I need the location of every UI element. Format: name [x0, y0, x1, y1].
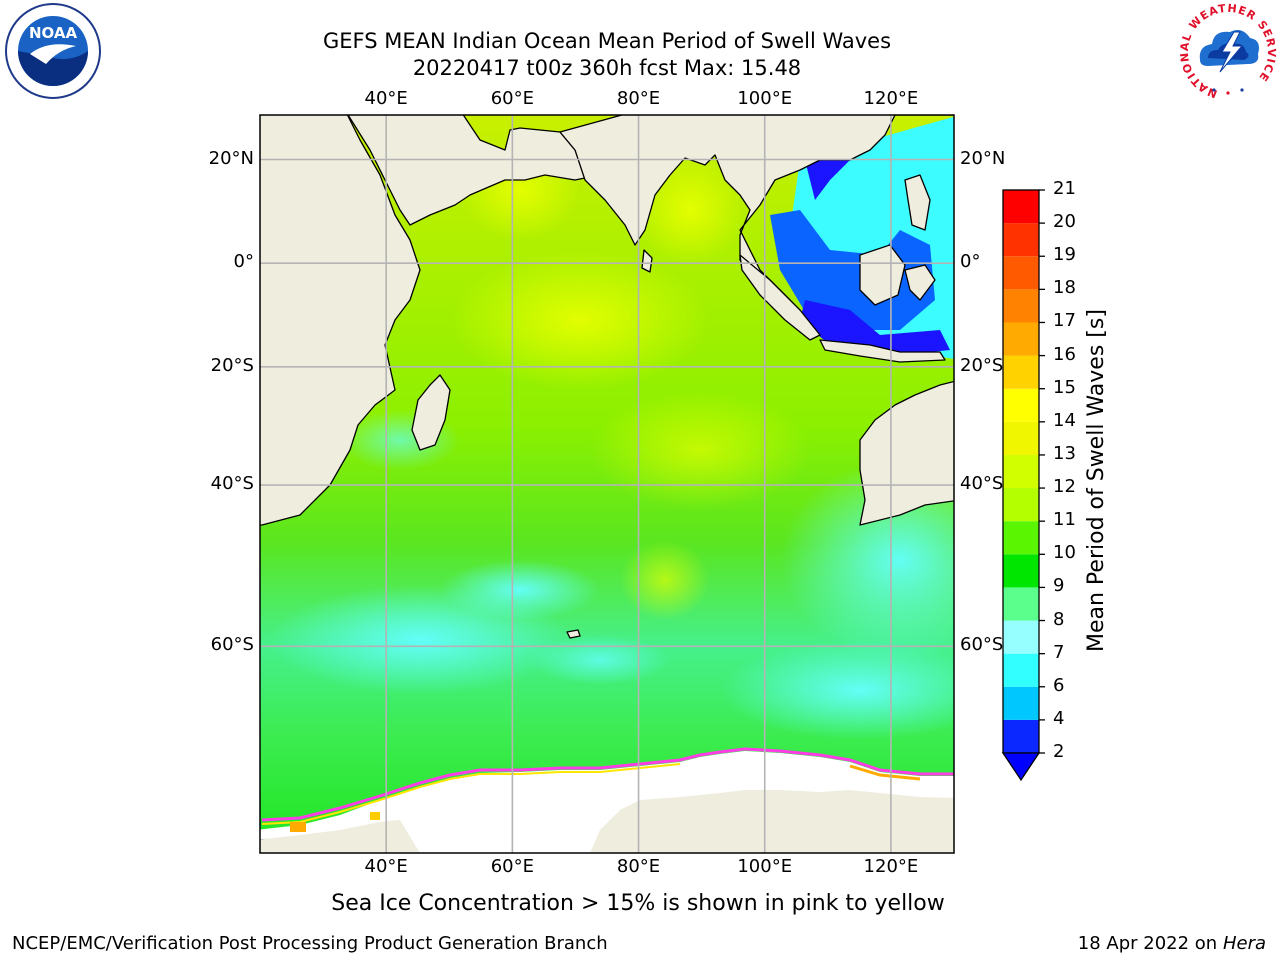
footer-date-text: 18 Apr 2022 on	[1077, 933, 1223, 954]
colorbar-tick-label: 2	[1053, 741, 1065, 762]
lat-tick-right: 60°S	[960, 634, 1004, 656]
colorbar-swatch	[1003, 587, 1039, 621]
map-frame	[259, 114, 955, 854]
colorbar-swatch	[1003, 355, 1039, 389]
lat-tick-left: 20°S	[210, 354, 254, 376]
footer-date: 18 Apr 2022 on Hera	[1078, 933, 1266, 954]
colorbar-tick-label: 14	[1053, 409, 1076, 431]
lon-tick-top: 60°E	[490, 88, 534, 109]
colorbar-tick-label: 19	[1053, 244, 1076, 266]
colorbar-swatch	[1003, 322, 1039, 356]
colorbar-swatch	[1003, 256, 1039, 290]
noaa-logo-text: NOAA	[29, 24, 78, 42]
lon-tick-bottom: 80°E	[616, 856, 661, 877]
sea-ice-band	[260, 751, 954, 853]
colorbar-tick-label: 16	[1053, 343, 1076, 365]
colorbar-swatch	[1003, 719, 1039, 753]
lat-tick-right: 0°	[960, 251, 981, 273]
sea-ice-caption: Sea Ice Concentration > 15% is shown in …	[331, 891, 945, 916]
lon-tick-bottom: 120°E	[863, 856, 919, 877]
colorbar-swatch	[1003, 289, 1039, 323]
nws-logo: NATIONAL WEATHER SERVICE	[1178, 2, 1277, 100]
lat-tick-right: 20°S	[960, 354, 1004, 376]
lon-tick-bottom: 100°E	[737, 856, 793, 877]
colorbar-tick-label: 10	[1053, 542, 1076, 564]
lon-tick-bottom: 60°E	[490, 856, 534, 877]
colorbar-swatch	[1003, 554, 1039, 588]
colorbar-tick-label: 12	[1053, 476, 1076, 498]
lat-tick-right: 20°N	[960, 147, 1006, 169]
footer-credit: NCEP/EMC/Verification Post Processing Pr…	[12, 933, 608, 954]
colorbar-swatch	[1003, 686, 1039, 720]
colorbar-swatch	[1003, 223, 1039, 257]
colorbar-extend-low	[1001, 752, 1041, 782]
lat-tick-left: 0°	[233, 251, 254, 273]
colorbar-tick-label: 6	[1053, 674, 1065, 696]
footer-host: Hera	[1222, 933, 1266, 954]
noaa-logo: NOAA	[5, 3, 101, 99]
colorbar-label: Mean Period of Swell Waves [s]	[1084, 309, 1109, 652]
colorbar-tick-label: 18	[1053, 277, 1076, 299]
colorbar-swatch	[1003, 388, 1039, 422]
colorbar-tick-label: 13	[1053, 442, 1076, 464]
colorbar-swatch	[1003, 488, 1039, 522]
colorbar-swatch	[1003, 521, 1039, 555]
lon-tick-top: 120°E	[863, 88, 919, 109]
gridlines	[260, 115, 954, 853]
colorbar-swatch	[1003, 653, 1039, 687]
lon-tick-top: 40°E	[364, 88, 408, 109]
lon-tick-top: 80°E	[616, 88, 661, 109]
colorbar-tick-label: 7	[1053, 641, 1065, 663]
colorbar-tick-label: 4	[1053, 707, 1065, 729]
colorbar-swatch	[1003, 190, 1039, 224]
plot-subtitle: 20220417 t00z 360h fcst Max: 15.48	[412, 56, 802, 80]
colorbar-tick-label: 17	[1053, 310, 1076, 332]
colorbar-tick-label: 9	[1053, 575, 1065, 597]
colorbar-tick-label: 21	[1053, 178, 1076, 199]
lat-tick-left: 40°S	[210, 473, 254, 495]
colorbar-swatch	[1003, 454, 1039, 489]
colorbar-swatch	[1003, 421, 1039, 455]
plot-title: GEFS MEAN Indian Ocean Mean Period of Sw…	[322, 29, 892, 53]
colorbar-tick-label: 20	[1053, 211, 1076, 233]
colorbar-tick-label: 8	[1053, 608, 1065, 630]
lat-tick-left: 20°N	[208, 147, 254, 169]
lat-tick-left: 60°S	[210, 634, 254, 656]
lon-tick-bottom: 40°E	[364, 856, 408, 877]
colorbar-tick-label: 11	[1053, 509, 1076, 531]
colorbar	[1001, 189, 1045, 782]
colorbar-swatch	[1003, 620, 1039, 654]
lon-tick-top: 100°E	[737, 88, 793, 109]
colorbar-tick-label: 15	[1053, 376, 1076, 398]
lat-tick-right: 40°S	[960, 473, 1004, 495]
